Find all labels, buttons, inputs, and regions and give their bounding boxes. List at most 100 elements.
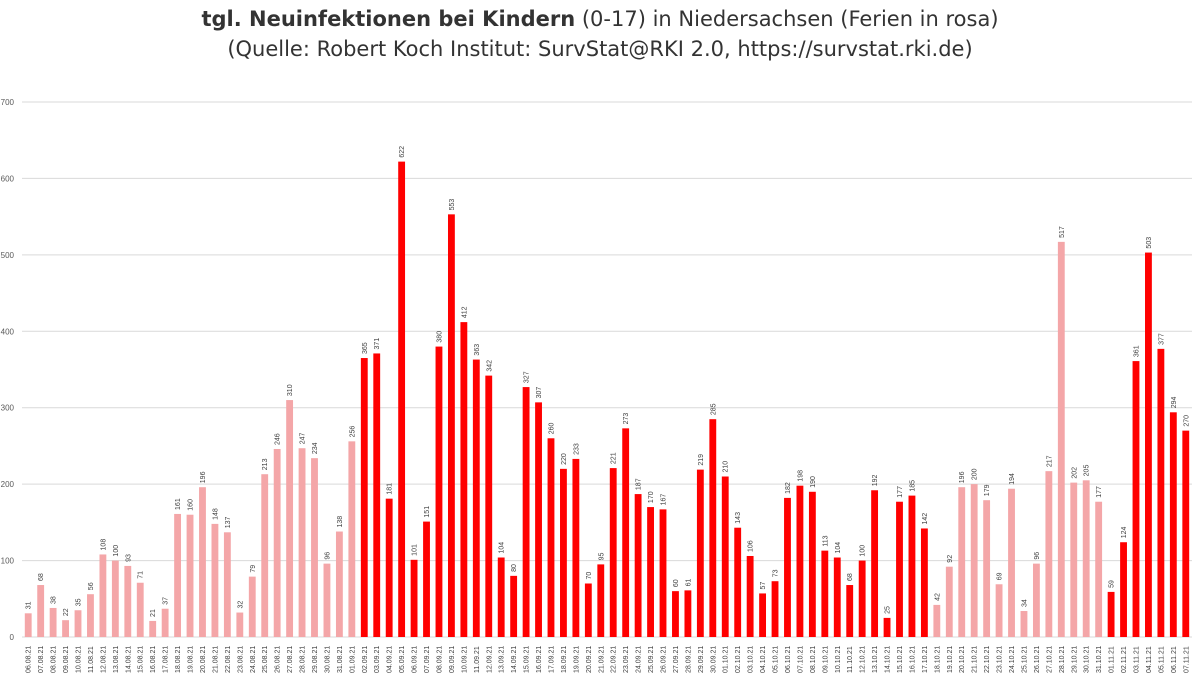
data-label: 68 — [847, 573, 854, 581]
bar — [659, 509, 667, 637]
bar — [1082, 480, 1090, 637]
bar — [161, 608, 169, 637]
bar — [1057, 241, 1065, 637]
x-tick-label: 12.09.21 — [486, 646, 493, 673]
x-tick-label: 13.08.21 — [113, 646, 120, 673]
bar — [273, 448, 281, 637]
x-tick-label: 10.08.21 — [76, 646, 83, 673]
data-label: 377 — [1158, 333, 1165, 345]
data-label: 380 — [436, 331, 443, 343]
bar — [136, 582, 144, 637]
chart-title-block: tgl. Neuinfektionen bei Kindern (0-17) i… — [0, 4, 1200, 64]
data-label: 70 — [586, 572, 593, 580]
x-tick-label: 26.09.21 — [661, 646, 668, 673]
data-label: 260 — [548, 422, 555, 434]
data-label: 202 — [1071, 467, 1078, 479]
data-label: 160 — [188, 499, 195, 511]
bar — [634, 494, 642, 637]
x-tick-label: 26.08.21 — [275, 646, 282, 673]
x-tick-label: 22.10.21 — [984, 646, 991, 673]
x-tick-label: 14.10.21 — [885, 646, 892, 673]
bar — [398, 161, 406, 637]
bar — [1169, 412, 1177, 637]
y-tick-label: 200 — [1, 480, 15, 489]
x-tick-label: 07.09.21 — [424, 646, 431, 673]
x-tick-label: 15.10.21 — [897, 646, 904, 673]
x-tick-label: 30.09.21 — [710, 646, 717, 673]
x-tick-label: 01.10.21 — [723, 646, 730, 673]
data-label: 503 — [1146, 237, 1153, 249]
bar — [348, 441, 356, 637]
bar — [796, 485, 804, 637]
x-tick-label: 05.10.21 — [773, 646, 780, 673]
data-label: 124 — [1121, 526, 1128, 538]
bar — [771, 581, 779, 637]
x-tick-label: 06.10.21 — [785, 646, 792, 673]
x-tick-label: 18.10.21 — [934, 646, 941, 673]
data-label: 161 — [175, 498, 182, 510]
bar — [709, 419, 717, 637]
data-label: 22 — [63, 608, 70, 616]
x-tick-label: 11.10.21 — [847, 646, 854, 673]
data-label: 142 — [922, 513, 929, 525]
data-label: 622 — [399, 146, 406, 158]
x-tick-label: 04.09.21 — [387, 646, 394, 673]
data-label: 143 — [735, 512, 742, 524]
x-tick-label: 16.08.21 — [150, 646, 157, 673]
x-tick-label: 24.10.21 — [1009, 646, 1016, 673]
data-label: 137 — [225, 517, 232, 529]
chart-title: tgl. Neuinfektionen bei Kindern (0-17) i… — [0, 4, 1200, 34]
data-label: 363 — [474, 344, 481, 356]
x-tick-label: 20.08.21 — [200, 646, 207, 673]
bar — [784, 497, 791, 637]
data-label: 56 — [88, 582, 95, 590]
x-tick-label: 06.08.21 — [26, 646, 33, 673]
x-tick-label: 02.10.21 — [735, 646, 742, 673]
data-label: 79 — [250, 565, 257, 573]
bar — [547, 438, 555, 637]
data-label: 220 — [561, 453, 568, 465]
y-tick-label: 100 — [1, 557, 15, 566]
data-label: 108 — [100, 539, 107, 551]
data-label: 196 — [200, 471, 207, 483]
x-tick-label: 26.10.21 — [1034, 646, 1041, 673]
bar — [572, 458, 580, 637]
bar — [311, 458, 318, 637]
x-tick-label: 24.08.21 — [250, 646, 257, 673]
x-tick-label: 17.10.21 — [922, 646, 929, 673]
bar — [522, 387, 530, 637]
data-label: 412 — [461, 306, 468, 318]
bar — [896, 501, 903, 637]
x-tick-label: 19.10.21 — [947, 646, 954, 673]
x-tick-label: 14.08.21 — [125, 646, 132, 673]
bar — [1145, 252, 1152, 638]
x-tick-label: 01.09.21 — [349, 646, 356, 673]
data-label: 35 — [76, 598, 83, 606]
x-tick-label: 30.08.21 — [324, 646, 331, 673]
x-tick-label: 08.10.21 — [810, 646, 817, 673]
data-label: 57 — [760, 582, 767, 590]
x-tick-label: 23.08.21 — [237, 646, 244, 673]
bar — [1120, 542, 1127, 637]
data-label: 327 — [524, 371, 531, 383]
x-tick-label: 14.09.21 — [511, 646, 518, 673]
x-tick-label: 24.09.21 — [636, 646, 643, 673]
data-label: 151 — [424, 506, 431, 518]
x-tick-label: 13.09.21 — [499, 646, 506, 673]
bar — [236, 612, 244, 637]
x-tick-label: 06.09.21 — [412, 646, 419, 673]
data-label: 80 — [511, 564, 518, 572]
bar — [1070, 482, 1078, 637]
x-tick-label: 09.08.21 — [63, 646, 70, 673]
x-tick-label: 03.09.21 — [374, 646, 381, 673]
x-tick-label: 27.08.21 — [287, 646, 294, 673]
bar — [199, 487, 206, 637]
data-label: 59 — [1109, 580, 1116, 588]
gridlines — [22, 101, 1192, 638]
bar — [970, 484, 978, 637]
bar — [472, 359, 480, 637]
x-tick-label: 05.11.21 — [1158, 646, 1165, 673]
x-tick-label: 29.09.21 — [698, 646, 705, 673]
bar — [37, 585, 45, 637]
